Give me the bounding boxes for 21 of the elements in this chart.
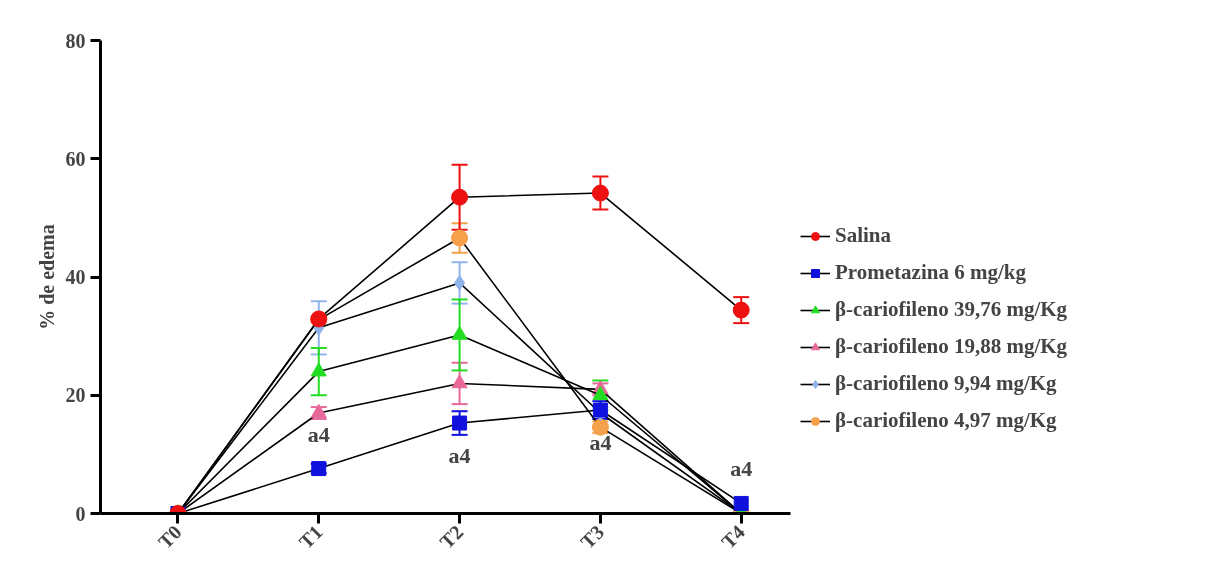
annotation: a4 (589, 430, 612, 456)
x-tick-label: T0 (153, 520, 186, 553)
x-tick-label: T2 (435, 520, 468, 553)
annotation: a4 (448, 443, 471, 469)
y-axis-title: % de edema (35, 224, 58, 330)
legend-label: β-cariofileno 4,97 mg/Kg (835, 408, 1057, 433)
y-tick-label: 40 (65, 266, 86, 288)
legend-label: Prometazina 6 mg/kg (835, 260, 1026, 285)
y-tick-label: 20 (65, 384, 86, 407)
x-tick-label: T1 (294, 520, 327, 553)
legend-label: β-cariofileno 19,88 mg/Kg (835, 334, 1068, 359)
x-tick-label: T3 (576, 520, 609, 553)
y-tick-label: 60 (65, 147, 86, 170)
x-tick-label: T4 (716, 520, 749, 553)
legend-label: β-cariofileno 9,94 mg/Kg (835, 371, 1057, 396)
legend-label: β-cariofileno 39,76 mg/Kg (835, 297, 1068, 322)
y-tick-label: 0 (75, 502, 86, 525)
legend-label: Salina (835, 223, 892, 248)
annotation: a4 (307, 421, 330, 447)
annotation: a4 (730, 456, 753, 482)
y-tick-label: 80 (65, 29, 86, 52)
